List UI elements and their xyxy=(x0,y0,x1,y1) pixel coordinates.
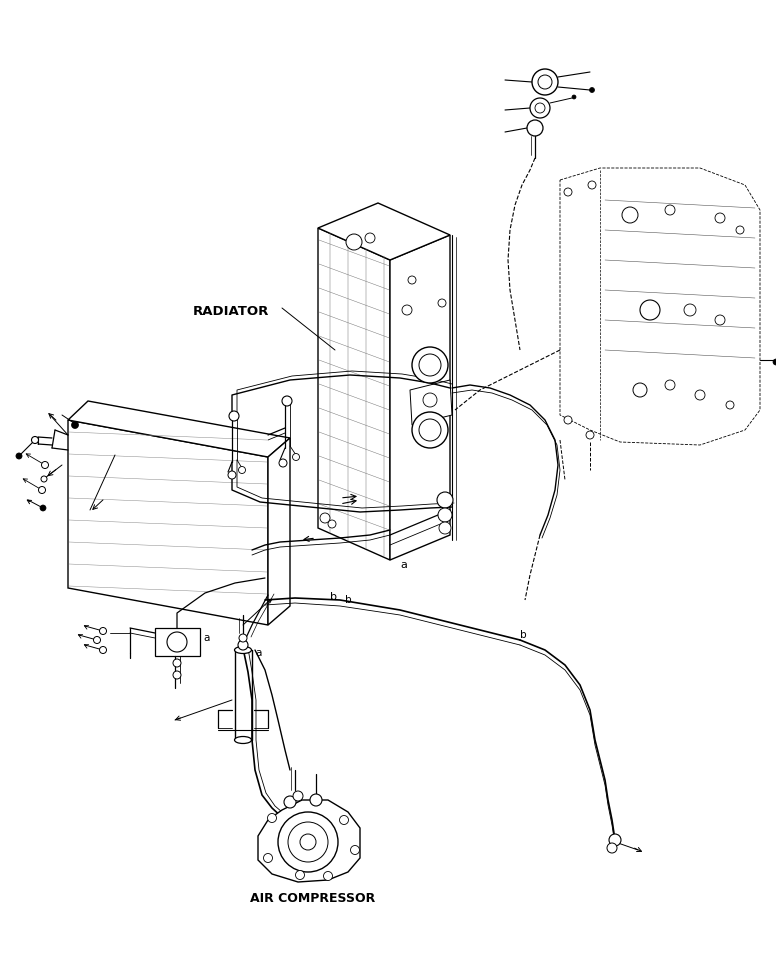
Circle shape xyxy=(586,431,594,439)
Circle shape xyxy=(684,304,696,316)
Text: a: a xyxy=(203,633,210,643)
Circle shape xyxy=(238,640,248,650)
Polygon shape xyxy=(390,235,450,560)
Circle shape xyxy=(346,234,362,250)
Circle shape xyxy=(588,181,596,189)
Circle shape xyxy=(695,390,705,400)
Polygon shape xyxy=(68,420,268,625)
Circle shape xyxy=(609,834,621,846)
Circle shape xyxy=(437,492,453,508)
Polygon shape xyxy=(68,401,290,457)
Circle shape xyxy=(239,634,247,642)
Circle shape xyxy=(665,380,675,390)
Circle shape xyxy=(773,359,776,365)
Polygon shape xyxy=(258,800,360,882)
Circle shape xyxy=(32,436,39,443)
Circle shape xyxy=(438,508,452,522)
Circle shape xyxy=(167,632,187,652)
Circle shape xyxy=(351,846,359,854)
Circle shape xyxy=(438,299,446,307)
Circle shape xyxy=(324,872,332,880)
Circle shape xyxy=(412,347,448,383)
Circle shape xyxy=(572,95,576,99)
Circle shape xyxy=(633,383,647,397)
Circle shape xyxy=(715,315,725,325)
Text: b: b xyxy=(520,630,527,640)
Circle shape xyxy=(564,416,572,424)
Circle shape xyxy=(530,98,550,118)
Text: RADIATOR: RADIATOR xyxy=(193,305,269,318)
Circle shape xyxy=(590,87,594,92)
Circle shape xyxy=(238,466,245,474)
Ellipse shape xyxy=(234,647,251,653)
Circle shape xyxy=(279,459,287,467)
Circle shape xyxy=(173,671,181,679)
Circle shape xyxy=(99,628,106,634)
Circle shape xyxy=(564,188,572,196)
Polygon shape xyxy=(318,228,390,560)
Circle shape xyxy=(16,453,22,459)
Circle shape xyxy=(40,505,46,511)
Circle shape xyxy=(532,69,558,95)
Circle shape xyxy=(284,796,296,808)
Polygon shape xyxy=(410,380,452,425)
Circle shape xyxy=(736,226,744,234)
Circle shape xyxy=(41,461,48,469)
Circle shape xyxy=(402,305,412,315)
Circle shape xyxy=(439,522,451,534)
Circle shape xyxy=(99,647,106,653)
Polygon shape xyxy=(560,168,760,445)
Circle shape xyxy=(228,471,236,479)
Circle shape xyxy=(282,396,292,406)
Circle shape xyxy=(173,659,181,667)
Text: a: a xyxy=(255,648,262,658)
Circle shape xyxy=(419,419,441,441)
Polygon shape xyxy=(268,438,290,625)
Text: b: b xyxy=(345,595,352,605)
Circle shape xyxy=(340,816,348,825)
Circle shape xyxy=(607,843,617,853)
Polygon shape xyxy=(318,203,450,260)
Circle shape xyxy=(715,213,725,223)
Circle shape xyxy=(229,411,239,421)
Text: b: b xyxy=(330,592,337,602)
Text: a: a xyxy=(400,560,407,570)
Circle shape xyxy=(726,401,734,409)
Circle shape xyxy=(310,794,322,806)
Circle shape xyxy=(640,300,660,320)
Circle shape xyxy=(39,486,46,494)
Circle shape xyxy=(320,513,330,523)
Circle shape xyxy=(665,205,675,215)
Circle shape xyxy=(288,822,328,862)
Circle shape xyxy=(622,207,638,223)
Circle shape xyxy=(538,75,552,89)
Circle shape xyxy=(527,120,543,136)
Text: AIR COMPRESSOR: AIR COMPRESSOR xyxy=(250,892,376,905)
Circle shape xyxy=(419,354,441,376)
Circle shape xyxy=(71,422,78,429)
Circle shape xyxy=(328,520,336,528)
Circle shape xyxy=(41,476,47,482)
Circle shape xyxy=(423,393,437,407)
Circle shape xyxy=(268,814,276,823)
Circle shape xyxy=(278,812,338,872)
Circle shape xyxy=(365,233,375,243)
Circle shape xyxy=(293,454,300,460)
Ellipse shape xyxy=(234,736,251,744)
Circle shape xyxy=(408,276,416,284)
Circle shape xyxy=(296,871,304,879)
Circle shape xyxy=(264,853,272,863)
Circle shape xyxy=(412,412,448,448)
Circle shape xyxy=(93,636,101,644)
Circle shape xyxy=(293,791,303,801)
Circle shape xyxy=(535,103,545,113)
Polygon shape xyxy=(155,628,200,656)
Circle shape xyxy=(300,834,316,850)
